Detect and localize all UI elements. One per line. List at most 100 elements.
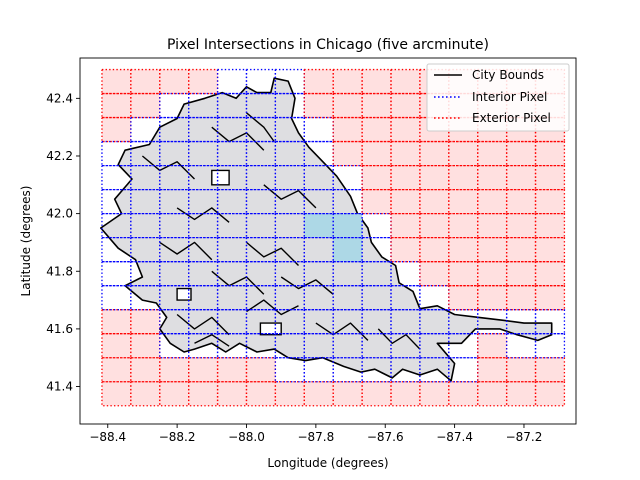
pixel-fill xyxy=(390,93,420,118)
chart-title: Pixel Intersections in Chicago (five arc… xyxy=(167,37,489,53)
x-axis-label: Longitude (degrees) xyxy=(267,456,388,470)
pixel-fill xyxy=(217,357,247,382)
pixel-fill xyxy=(506,261,536,286)
pixel-fill xyxy=(419,381,449,406)
highlight-pixel xyxy=(333,237,363,262)
boundary-fragment xyxy=(194,334,230,347)
pixel-fill xyxy=(535,213,565,238)
boundary-fragment xyxy=(263,184,317,209)
exterior-pixel xyxy=(534,164,566,191)
exterior-pixel xyxy=(534,236,566,263)
pixel-fill xyxy=(188,69,218,94)
pixel-fill xyxy=(304,381,334,406)
y-tick-label: 41.6 xyxy=(46,322,73,336)
pixel-fill xyxy=(101,261,131,286)
pixel-fill xyxy=(390,213,420,238)
pixel-fill xyxy=(130,69,160,94)
pixel-fill xyxy=(275,381,305,406)
x-tick-label: −88.0 xyxy=(228,430,265,444)
pixel-fill xyxy=(246,381,276,406)
pixel-fill xyxy=(535,285,565,310)
x-tick-label: −87.8 xyxy=(297,430,334,444)
pixel-fill xyxy=(159,357,189,382)
x-tick-label: −88.2 xyxy=(159,430,196,444)
exterior-pixel xyxy=(534,357,566,383)
city-hole xyxy=(259,322,282,336)
pixel-fill xyxy=(159,381,189,406)
pixel-fill xyxy=(535,165,565,190)
interior-pixel xyxy=(534,309,566,335)
pixel-fill xyxy=(101,333,131,358)
exterior-pixel xyxy=(534,261,566,287)
x-tick-label: −87.2 xyxy=(506,430,543,444)
pixel-fill xyxy=(477,357,507,382)
pixel-fill xyxy=(477,381,507,406)
pixel-fill xyxy=(419,213,449,238)
pixel-fill xyxy=(304,69,334,94)
pixel-fill xyxy=(130,381,160,406)
city-layer xyxy=(100,77,553,382)
pixel-fill xyxy=(535,141,565,166)
pixel-fill xyxy=(390,189,420,214)
pixel-fill xyxy=(130,333,160,358)
pixel-fill xyxy=(448,141,478,166)
pixel-fill xyxy=(362,93,391,118)
boundary-fragment xyxy=(246,241,299,266)
pixel-fill xyxy=(333,117,363,142)
legend-frame xyxy=(426,63,570,132)
pixel-fill xyxy=(506,285,536,310)
legend: City Bounds Interior Pixel Exterior Pixe… xyxy=(426,63,570,132)
pixel-fill xyxy=(304,357,334,382)
pixel-fill xyxy=(333,381,363,406)
pixel-fill xyxy=(362,69,391,94)
pixel-fill xyxy=(535,189,565,214)
pixel-fill xyxy=(101,69,131,94)
x-tick-label: −87.4 xyxy=(436,430,473,444)
pixel-fill xyxy=(101,117,131,142)
pixel-fill xyxy=(362,189,391,214)
pixel-fill xyxy=(390,69,420,94)
boundary-fragment xyxy=(159,241,213,261)
axes-frame xyxy=(79,57,577,425)
exterior-pixel xyxy=(534,381,566,407)
boundary-fragment xyxy=(377,328,421,350)
interior-pixel xyxy=(534,333,566,359)
y-axis: 41.4 41.6 41.8 42.0 42.2 42.4 xyxy=(46,91,80,394)
pixel-fill xyxy=(362,141,391,166)
pixel-fill xyxy=(535,357,565,382)
pixel-fill xyxy=(390,141,420,166)
pixel-fill xyxy=(419,189,449,214)
pixel-fill xyxy=(130,309,160,334)
pixel-fill xyxy=(101,93,131,118)
pixel-fill xyxy=(362,381,391,406)
pixel-fill xyxy=(419,141,449,166)
y-tick-label: 42.0 xyxy=(46,207,73,221)
pixel-fill xyxy=(477,333,507,358)
pixel-fill xyxy=(217,69,247,94)
pixel-fill xyxy=(506,237,536,262)
pixel-fill xyxy=(535,261,565,286)
y-tick-label: 41.4 xyxy=(46,380,73,394)
pixel-fill xyxy=(477,213,507,238)
pixel-fill xyxy=(506,165,536,190)
pixel-fill xyxy=(506,141,536,166)
pixel-fill xyxy=(390,165,420,190)
pixel-fill xyxy=(448,381,478,406)
pixel-fill xyxy=(506,213,536,238)
pixel-fill xyxy=(130,357,160,382)
pixel-fill xyxy=(246,357,276,382)
legend-label-exterior-pixel: Exterior Pixel xyxy=(472,111,551,125)
pixel-fill xyxy=(448,213,478,238)
pixel-fill xyxy=(477,141,507,166)
pixel-fill xyxy=(333,69,363,94)
pixel-fill xyxy=(362,117,391,142)
city-hole xyxy=(176,287,192,301)
x-tick-label: −88.4 xyxy=(89,430,126,444)
y-tick-label: 41.8 xyxy=(46,264,73,278)
exterior-pixel xyxy=(534,140,566,167)
pixel-fill xyxy=(448,237,478,262)
exterior-pixel xyxy=(534,212,566,239)
pixel-fill xyxy=(477,189,507,214)
pixel-fill xyxy=(477,237,507,262)
